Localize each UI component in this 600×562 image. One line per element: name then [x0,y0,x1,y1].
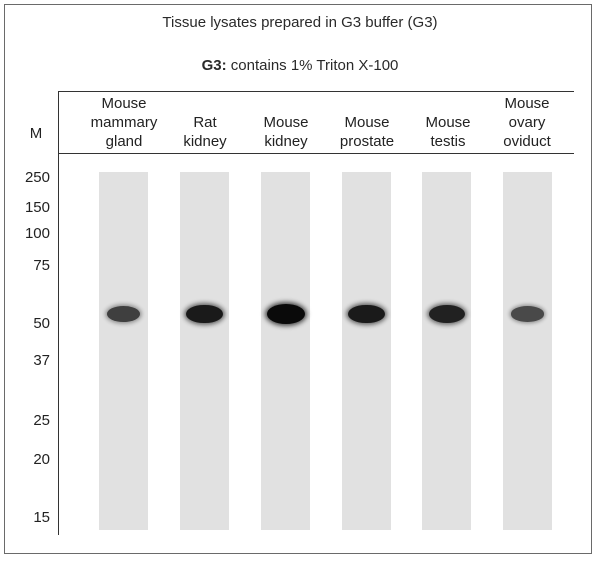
gel-lane-6 [503,172,552,530]
lane-label-5: Mouse testis [403,113,493,151]
marker-label: 20 [33,451,50,468]
lane-label-line: kidney [264,133,308,150]
lane-label-line: testis [430,133,466,150]
protein-band [106,306,141,322]
gel-lane-5 [422,172,471,530]
buffer-description: contains 1% Triton X-100 [226,57,399,74]
header-top-rule [58,91,574,92]
gel-lane-4 [342,172,391,530]
protein-band [428,304,465,324]
lane-label-3: Mouse kidney [241,113,331,151]
protein-band [511,306,544,322]
header-bottom-rule [58,153,574,154]
protein-band [266,304,305,324]
lane-label-line: mammary [90,114,158,131]
lane-label-line: Mouse [101,95,147,112]
marker-axis-line [58,92,59,535]
marker-label: 75 [33,257,50,274]
marker-label: 150 [24,199,50,216]
marker-label: 100 [24,225,50,242]
lane-label-line: kidney [183,133,227,150]
gel-lane-1 [99,172,148,530]
buffer-name: G3: [201,57,227,74]
lane-label-6: Mouse ovary oviduct [482,94,572,151]
marker-label: 37 [33,352,50,369]
gel-lane-3 [261,172,310,530]
protein-band [348,304,385,324]
marker-column-header: M [29,125,43,142]
marker-label: 50 [33,315,50,332]
lane-label-line: prostate [339,133,395,150]
lane-label-line: gland [105,133,143,150]
lane-label-line: Mouse [425,114,471,131]
lane-label-line: oviduct [503,133,551,150]
lane-label-1: Mouse mammary gland [79,94,169,151]
marker-label: 25 [33,412,50,429]
figure-title: Tissue lysates prepared in G3 buffer (G3… [162,14,438,31]
lane-label-line: Mouse [344,114,390,131]
lane-label-4: Mouse prostate [322,113,412,151]
protein-band [186,304,223,324]
lane-label-line: Mouse [504,95,550,112]
marker-label: 250 [24,169,50,186]
lane-label-line: Rat [193,114,217,131]
figure-subtitle: G3: contains 1% Triton X-100 [0,57,600,74]
lane-label-line: Mouse [263,114,309,131]
gel-lane-2 [180,172,229,530]
lane-label-2: Rat kidney [160,113,250,151]
lane-label-line: ovary [508,114,546,131]
marker-label: 15 [33,509,50,526]
